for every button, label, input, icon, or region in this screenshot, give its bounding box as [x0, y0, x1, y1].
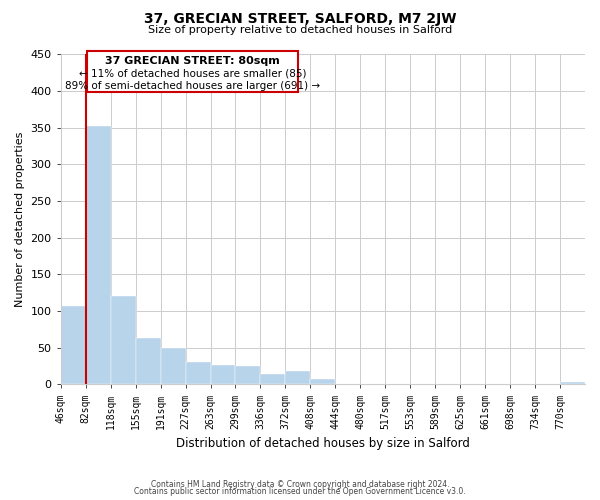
Text: Contains public sector information licensed under the Open Government Licence v3: Contains public sector information licen… [134, 487, 466, 496]
Text: ← 11% of detached houses are smaller (85): ← 11% of detached houses are smaller (85… [79, 68, 306, 78]
Bar [260, 374, 286, 384]
Bar [310, 378, 335, 384]
Bar [161, 348, 185, 384]
Bar [235, 366, 260, 384]
Bar [87, 50, 298, 92]
Text: 89% of semi-detached houses are larger (691) →: 89% of semi-detached houses are larger (… [65, 80, 320, 90]
Text: 37, GRECIAN STREET, SALFORD, M7 2JW: 37, GRECIAN STREET, SALFORD, M7 2JW [144, 12, 456, 26]
Bar [211, 366, 235, 384]
Bar [110, 296, 136, 384]
Bar [136, 338, 161, 384]
X-axis label: Distribution of detached houses by size in Salford: Distribution of detached houses by size … [176, 437, 470, 450]
Text: Size of property relative to detached houses in Salford: Size of property relative to detached ho… [148, 25, 452, 35]
Bar [185, 362, 211, 384]
Bar [560, 382, 585, 384]
Text: Contains HM Land Registry data © Crown copyright and database right 2024.: Contains HM Land Registry data © Crown c… [151, 480, 449, 489]
Bar [286, 371, 310, 384]
Bar [86, 126, 110, 384]
Text: 37 GRECIAN STREET: 80sqm: 37 GRECIAN STREET: 80sqm [105, 56, 280, 66]
Y-axis label: Number of detached properties: Number of detached properties [15, 132, 25, 307]
Bar [61, 306, 86, 384]
